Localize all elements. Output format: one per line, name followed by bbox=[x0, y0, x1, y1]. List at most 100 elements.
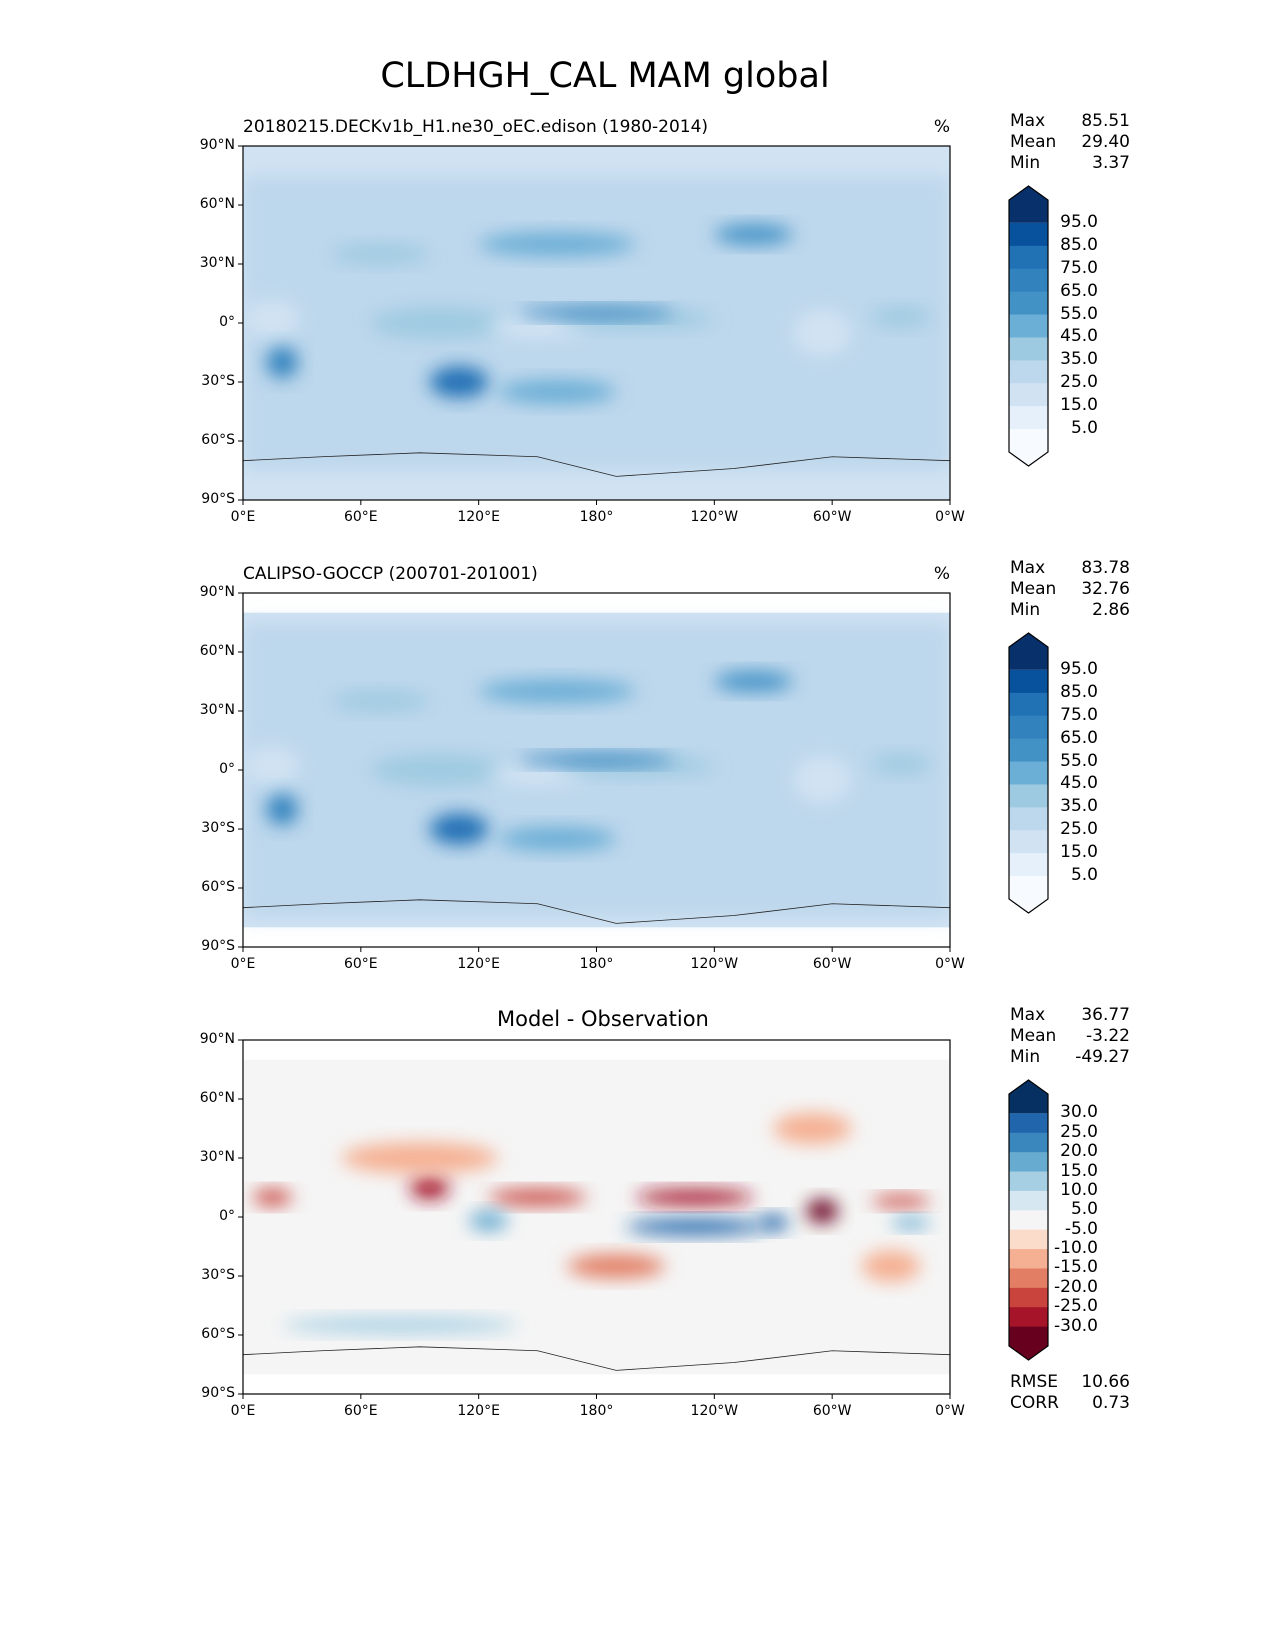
colorbar-label: 75.0 bbox=[1060, 257, 1098, 278]
contour-region bbox=[244, 299, 300, 339]
colorbar-segment bbox=[1009, 1229, 1048, 1250]
stat-value: -49.27 bbox=[1075, 1047, 1130, 1067]
stat-label: Mean bbox=[1010, 1026, 1057, 1046]
lat-tick-label: 90°S bbox=[201, 1385, 235, 1401]
stat-value: 85.51 bbox=[1081, 111, 1130, 131]
colorbar-extension-min bbox=[1009, 876, 1048, 913]
contour-region bbox=[252, 1189, 293, 1206]
colorbar-segment bbox=[1009, 360, 1048, 384]
lon-tick-label: 180° bbox=[579, 509, 614, 525]
stat-label: Max bbox=[1010, 1005, 1046, 1025]
lon-tick-label: 60°E bbox=[343, 1403, 378, 1419]
contour-region bbox=[498, 827, 617, 851]
lon-tick-label: 120°W bbox=[690, 509, 739, 525]
contour-region bbox=[331, 691, 430, 712]
metric-value: 10.66 bbox=[1081, 1372, 1130, 1392]
contour-region bbox=[625, 1218, 764, 1235]
stat-label: Max bbox=[1010, 558, 1046, 578]
colorbar-label: 5.0 bbox=[1070, 1199, 1098, 1220]
colorbar-label: 55.0 bbox=[1060, 750, 1098, 771]
colorbar-extension-min bbox=[1009, 429, 1048, 466]
colorbar-label: 65.0 bbox=[1060, 727, 1098, 748]
colorbar-label: 30.0 bbox=[1060, 1102, 1098, 1123]
lon-tick-label: 60°W bbox=[812, 509, 852, 525]
lat-tick-label: 90°N bbox=[199, 1031, 235, 1047]
colorbar-segment bbox=[1009, 715, 1048, 740]
lat-tick-label: 30°N bbox=[199, 255, 235, 271]
colorbar-segment bbox=[1009, 268, 1048, 293]
lon-tick-label: 0°W bbox=[935, 1403, 965, 1419]
lat-tick-label: 0° bbox=[219, 1208, 235, 1224]
colorbar-label: 85.0 bbox=[1060, 234, 1098, 255]
colorbar-label: -20.0 bbox=[1054, 1276, 1098, 1297]
colorbar-label: 85.0 bbox=[1060, 681, 1098, 702]
contour-region bbox=[871, 1195, 931, 1208]
colorbar-segment bbox=[1009, 383, 1048, 407]
colorbar-label: 15.0 bbox=[1060, 1160, 1098, 1181]
coastline bbox=[243, 452, 950, 477]
lon-tick-label: 120°W bbox=[690, 1403, 739, 1419]
colorbar-segment bbox=[1009, 692, 1048, 717]
colorbar-label: 35.0 bbox=[1060, 349, 1098, 370]
contour-region bbox=[266, 793, 298, 826]
contour-region bbox=[773, 1112, 852, 1145]
contour-region bbox=[714, 671, 793, 692]
lat-tick-label: 0° bbox=[219, 314, 235, 330]
lat-tick-label: 30°S bbox=[201, 373, 235, 389]
lon-tick-label: 60°W bbox=[812, 1403, 852, 1419]
contour-region bbox=[517, 307, 676, 320]
contour-region bbox=[478, 679, 636, 704]
colorbar-segment bbox=[1009, 245, 1048, 270]
map-panel-1 bbox=[238, 145, 1049, 505]
contour-region bbox=[498, 380, 617, 404]
contour-region bbox=[429, 366, 489, 398]
contour-region bbox=[331, 244, 430, 264]
lon-tick-label: 0°E bbox=[230, 956, 256, 972]
colorbar-segment bbox=[1009, 1268, 1048, 1289]
contour-region bbox=[635, 1189, 754, 1206]
map-panel-3 bbox=[238, 1039, 1049, 1399]
colorbar-segment bbox=[1009, 1113, 1048, 1134]
lon-tick-label: 180° bbox=[579, 1403, 614, 1419]
lat-tick-label: 30°S bbox=[201, 820, 235, 836]
colorbar-segment bbox=[1009, 807, 1048, 831]
stat-label: Min bbox=[1010, 1047, 1041, 1067]
lon-tick-label: 60°W bbox=[812, 956, 852, 972]
colorbar-segment bbox=[1009, 406, 1048, 430]
contour-region bbox=[871, 307, 931, 327]
stat-value: 32.76 bbox=[1081, 579, 1130, 599]
colorbar-label: 5.0 bbox=[1070, 418, 1098, 439]
lat-tick-label: 0° bbox=[219, 761, 235, 777]
contour-region bbox=[370, 307, 509, 339]
lat-tick-label: 90°S bbox=[201, 491, 235, 507]
lat-tick-label: 60°N bbox=[199, 643, 235, 659]
contour-region bbox=[488, 1189, 587, 1206]
colorbar-outline bbox=[1008, 1079, 1049, 1361]
lat-tick-label: 90°N bbox=[199, 137, 235, 153]
lon-tick-label: 0°W bbox=[935, 509, 965, 525]
lon-tick-label: 60°E bbox=[343, 509, 378, 525]
colorbar-extension-max bbox=[1009, 186, 1048, 223]
map-panel-2 bbox=[238, 592, 1049, 952]
colorbar-label: -10.0 bbox=[1054, 1238, 1098, 1259]
lon-tick-label: 120°E bbox=[457, 1403, 500, 1419]
coastline bbox=[243, 1346, 950, 1371]
colorbar-label: -15.0 bbox=[1054, 1257, 1098, 1278]
contour-region bbox=[792, 756, 852, 804]
lat-tick-label: 90°N bbox=[199, 584, 235, 600]
colorbar-label: 95.0 bbox=[1060, 211, 1098, 232]
colorbar-segment bbox=[1009, 291, 1048, 316]
stat-label: Mean bbox=[1010, 132, 1057, 152]
contour-region bbox=[871, 754, 931, 774]
colorbar-label: -5.0 bbox=[1064, 1218, 1098, 1239]
lon-tick-label: 0°W bbox=[935, 956, 965, 972]
colorbar-label: 35.0 bbox=[1060, 796, 1098, 817]
contour-region bbox=[468, 1211, 509, 1231]
panel-title: 20180215.DECKv1b_H1.ne30_oEC.edison (198… bbox=[243, 117, 709, 137]
stat-label: Min bbox=[1010, 153, 1041, 173]
lon-tick-label: 180° bbox=[579, 956, 614, 972]
contour-region bbox=[567, 1254, 666, 1278]
lat-tick-label: 60°S bbox=[201, 879, 235, 895]
